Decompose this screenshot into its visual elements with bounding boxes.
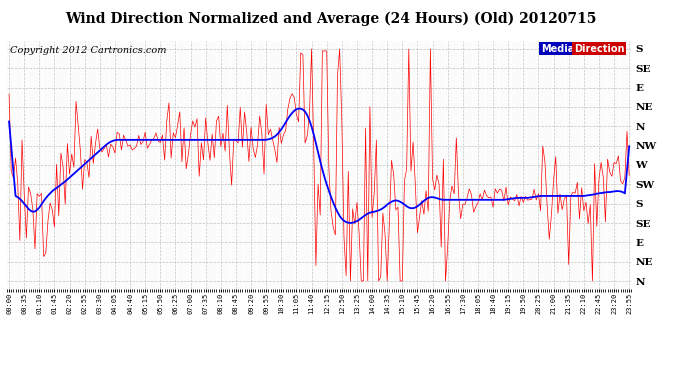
Text: Copyright 2012 Cartronics.com: Copyright 2012 Cartronics.com	[10, 46, 166, 55]
Text: Direction: Direction	[574, 44, 624, 54]
Text: Wind Direction Normalized and Average (24 Hours) (Old) 20120715: Wind Direction Normalized and Average (2…	[66, 11, 597, 26]
Text: Median: Median	[541, 44, 581, 54]
